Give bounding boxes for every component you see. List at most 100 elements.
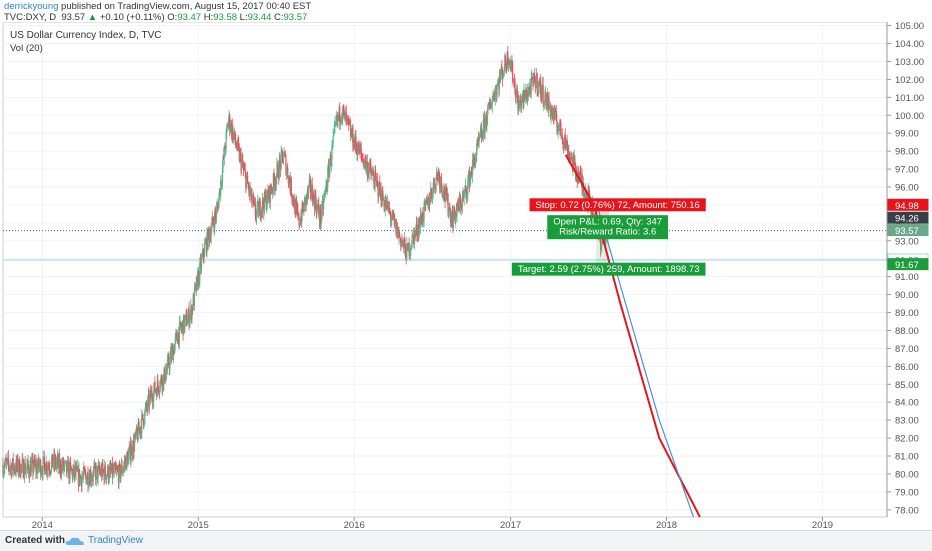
candle-body bbox=[537, 87, 539, 92]
candle-body bbox=[457, 200, 459, 206]
candle-body bbox=[178, 322, 181, 343]
candle-body bbox=[400, 241, 402, 247]
candle-body bbox=[464, 190, 466, 194]
candle-body bbox=[584, 193, 586, 196]
candle-body bbox=[448, 211, 450, 214]
candle-body bbox=[50, 461, 53, 471]
candle-body bbox=[519, 102, 521, 107]
candle-body bbox=[153, 390, 155, 402]
candle-body bbox=[172, 348, 175, 361]
candle-body bbox=[25, 468, 27, 471]
trend-line bbox=[564, 154, 701, 518]
candle-body bbox=[4, 464, 6, 469]
candle-body bbox=[360, 149, 362, 155]
candle-body bbox=[378, 196, 380, 197]
candle-body bbox=[543, 101, 545, 104]
candle-body bbox=[345, 113, 347, 119]
candle-body bbox=[561, 135, 563, 139]
candle-body bbox=[348, 123, 350, 124]
candle-body bbox=[108, 478, 110, 481]
candle-body bbox=[203, 256, 205, 257]
candle-body bbox=[296, 206, 298, 210]
candle-body bbox=[349, 124, 352, 137]
candle-body bbox=[486, 123, 488, 126]
stop-label: Stop: 0.72 (0.76%) 72, Amount: 750.16 bbox=[536, 200, 700, 211]
candle-body bbox=[229, 114, 231, 131]
candle-body bbox=[380, 188, 382, 202]
candle-body bbox=[78, 469, 81, 483]
price-axis[interactable]: 78.00 79.00 80.00 81.00 82.00 83.00 84.00 85.00… bbox=[886, 22, 924, 517]
candle-body bbox=[500, 67, 502, 75]
candle-body bbox=[459, 201, 462, 209]
candle-body bbox=[503, 72, 505, 74]
candle-body bbox=[272, 173, 274, 191]
footer: Created with TradingView bbox=[0, 530, 932, 551]
candle-body bbox=[558, 124, 560, 128]
candle-body bbox=[8, 464, 10, 469]
candle-body bbox=[505, 65, 507, 67]
candle-body bbox=[214, 211, 216, 229]
candle-body bbox=[83, 467, 85, 471]
candle-body bbox=[275, 176, 277, 185]
candle-body bbox=[521, 103, 523, 109]
candle-body bbox=[574, 157, 576, 163]
candle-body bbox=[422, 212, 424, 221]
candle-body bbox=[308, 180, 310, 187]
candle-body bbox=[235, 144, 237, 148]
candle-body bbox=[409, 248, 411, 254]
candle-body bbox=[249, 185, 251, 196]
symbol-name[interactable]: TVC:DXY, D bbox=[4, 12, 57, 23]
y-tick-label: 98.00 bbox=[895, 147, 919, 158]
candle-body bbox=[188, 308, 190, 326]
candle-body bbox=[224, 148, 227, 151]
candle-body bbox=[207, 228, 209, 249]
candle-body bbox=[532, 73, 535, 84]
candle-body bbox=[413, 231, 416, 245]
candle-body bbox=[339, 120, 341, 123]
pnl-label-box bbox=[547, 215, 669, 240]
candle-body bbox=[44, 463, 46, 475]
candle-body bbox=[585, 191, 587, 202]
candle-body bbox=[501, 67, 503, 71]
candle-body bbox=[375, 171, 377, 177]
candle-body bbox=[241, 161, 243, 171]
candle-body bbox=[445, 187, 447, 193]
y-tick-label: 101.00 bbox=[895, 93, 924, 104]
candle-body bbox=[459, 198, 461, 202]
time-axis[interactable]: 2014 2015 2016 2017 2018 2019 bbox=[32, 517, 833, 530]
candle-body bbox=[157, 380, 159, 387]
price-chart[interactable]: Stop: 0.72 (0.76%) 72, Amount: 750.16 Op… bbox=[0, 22, 932, 530]
candle-body bbox=[461, 196, 463, 208]
candle-body bbox=[279, 159, 281, 163]
candle-body bbox=[112, 468, 114, 478]
y-tick-label: 82.00 bbox=[895, 434, 919, 445]
candle-body bbox=[363, 163, 365, 167]
candle-body bbox=[568, 152, 570, 154]
candle-body bbox=[28, 467, 30, 474]
candle-body bbox=[333, 131, 335, 137]
candle-body bbox=[578, 179, 580, 184]
candle-body bbox=[267, 190, 269, 194]
candle-body bbox=[87, 472, 89, 486]
candle-body bbox=[540, 89, 542, 98]
candle-body bbox=[26, 465, 28, 469]
y-tick-label: 99.00 bbox=[895, 129, 919, 140]
tradingview-brand-link[interactable]: TradingView bbox=[88, 535, 144, 546]
candle-body bbox=[515, 92, 517, 99]
x-tick-label: 2017 bbox=[500, 520, 521, 530]
candle-body bbox=[278, 159, 280, 179]
candle-body bbox=[38, 457, 40, 468]
low-label: L: bbox=[239, 12, 248, 23]
candle-body bbox=[478, 137, 480, 142]
candle-body bbox=[513, 79, 516, 83]
candle-body bbox=[232, 125, 234, 141]
position-labels[interactable]: Stop: 0.72 (0.76%) 72, Amount: 750.16 Op… bbox=[511, 198, 706, 276]
candle-body bbox=[92, 470, 94, 479]
candle-body bbox=[263, 192, 265, 212]
author-link[interactable]: derrickyoung bbox=[4, 1, 59, 12]
candle-body bbox=[220, 181, 222, 196]
candle-body bbox=[361, 156, 364, 160]
candle-body bbox=[159, 380, 161, 389]
candle-body bbox=[476, 143, 478, 156]
candle-body bbox=[164, 367, 166, 382]
